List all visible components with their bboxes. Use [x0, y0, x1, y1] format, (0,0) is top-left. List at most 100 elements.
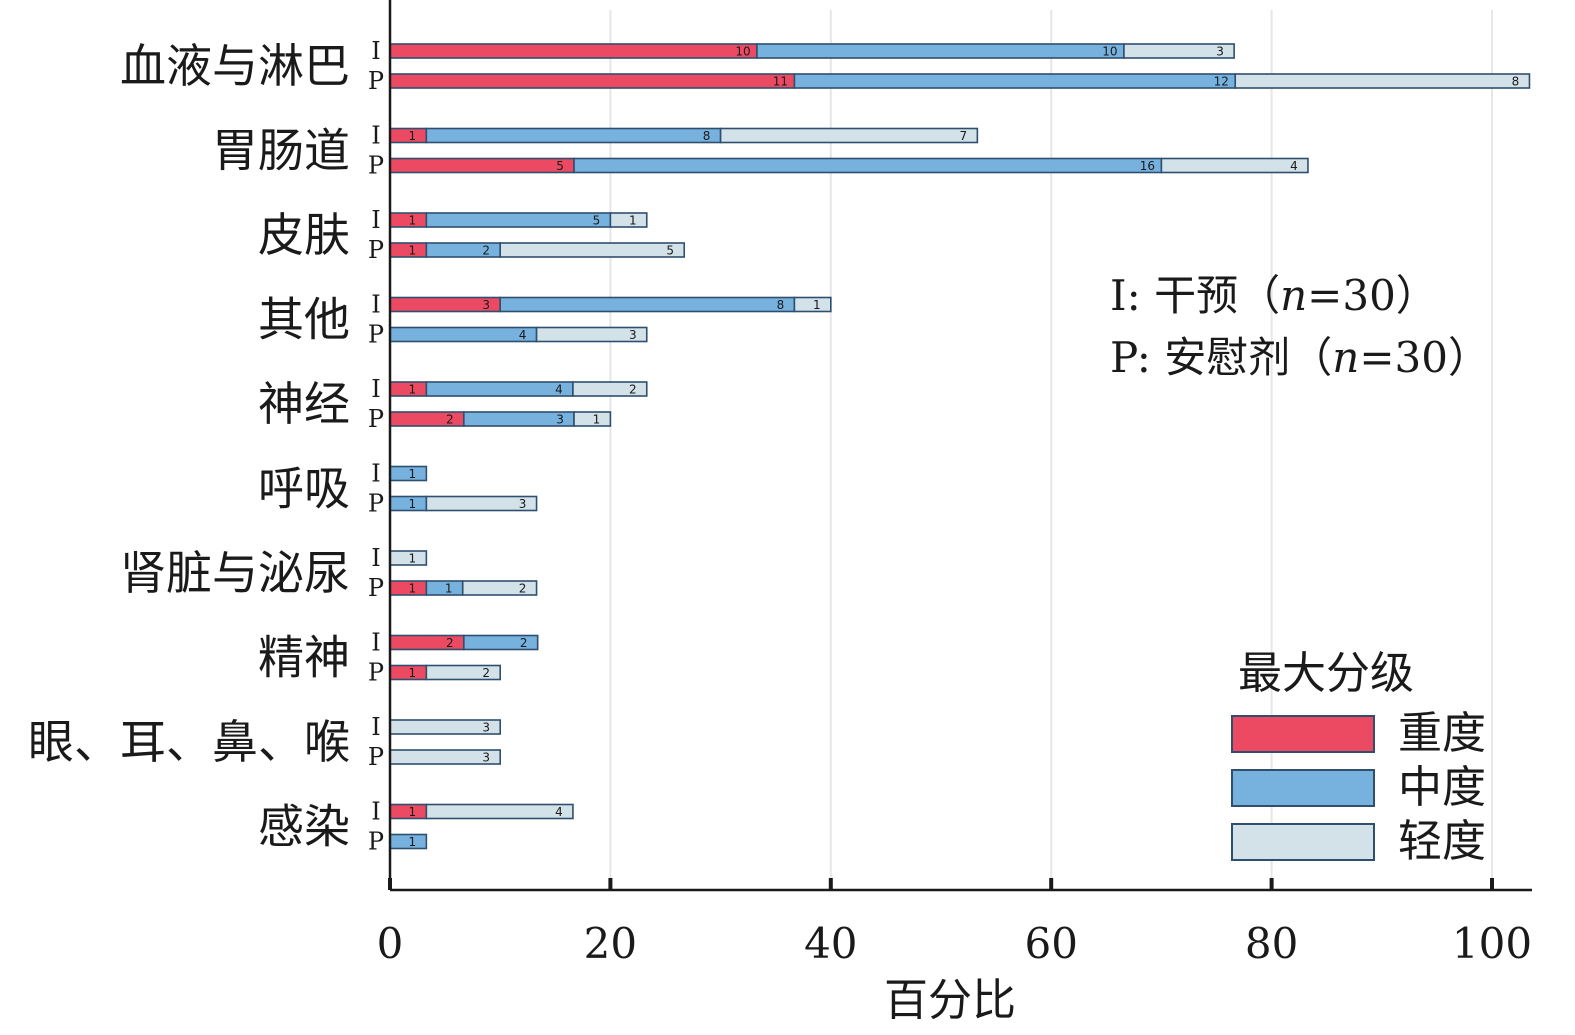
legend-label: 重度 — [1398, 708, 1486, 759]
bar-segment-中度 — [756, 43, 1125, 59]
bar-segment-中度 — [573, 157, 1163, 174]
segment-count-label: 2 — [482, 244, 490, 258]
group-label-I: I — [371, 798, 380, 826]
bar-segment-重度 — [389, 43, 758, 59]
segment-count-label: 3 — [629, 328, 637, 342]
segment-count-label: 1 — [409, 497, 417, 511]
bar-segment-轻度 — [425, 495, 538, 512]
group-label-I: I — [371, 713, 380, 741]
group-label-P: P — [368, 743, 384, 771]
segment-count-label: 3 — [556, 413, 564, 427]
segment-count-label: 4 — [519, 328, 527, 342]
group-label-I: I — [371, 460, 380, 488]
segment-count-label: 11 — [773, 75, 788, 89]
segment-count-label: 1 — [593, 413, 601, 427]
segment-count-label: 2 — [519, 582, 527, 596]
bar-segment-中度 — [425, 127, 722, 144]
segment-count-label: 3 — [519, 497, 527, 511]
bar-segment-轻度 — [1123, 43, 1235, 59]
segment-count-label: 4 — [555, 805, 563, 819]
group-label-P: P — [368, 236, 384, 264]
x-tick-label: 0 — [377, 919, 404, 968]
bar-segment-中度 — [389, 326, 538, 343]
segment-count-label: 1 — [409, 214, 417, 228]
legend-title: 最大分级 — [1238, 648, 1414, 699]
group-label-P: P — [368, 321, 384, 349]
group-label-I: I — [371, 206, 380, 234]
segment-count-label: 1 — [409, 835, 417, 849]
segment-count-label: 3 — [482, 298, 490, 312]
segment-count-label: 1 — [409, 805, 417, 819]
segment-count-label: 10 — [735, 45, 750, 59]
segment-count-label: 4 — [555, 383, 563, 397]
category-label: 血液与淋巴 — [120, 39, 350, 93]
segment-count-label: 3 — [482, 721, 490, 735]
group-label-I: I — [371, 544, 380, 572]
legend-label: 轻度 — [1398, 816, 1486, 867]
segment-count-label: 4 — [1290, 159, 1298, 173]
segment-count-label: 1 — [409, 244, 417, 258]
group-label-I: I — [371, 37, 380, 65]
bar-segment-中度 — [793, 73, 1237, 89]
legend-swatch-重度 — [1231, 715, 1375, 753]
category-label: 呼吸 — [258, 462, 350, 516]
segment-count-label: 1 — [409, 552, 417, 566]
segment-count-label: 8 — [777, 298, 785, 312]
bar-segment-轻度 — [609, 212, 648, 228]
bars: 10 10 311 12 81 8 75 16 41 5 11 2 53 8 14 31 4 22 3 111 311 1… — [389, 43, 1531, 850]
segment-count-label: 1 — [409, 383, 417, 397]
bar-segment-轻度 — [793, 296, 832, 313]
bar-segment-轻度 — [572, 381, 648, 397]
x-tick-label: 80 — [1245, 919, 1298, 968]
segment-count-label: 2 — [446, 636, 454, 650]
bar-segment-轻度 — [461, 580, 538, 596]
x-axis: 0 20 40 60 80 100 — [377, 0, 1532, 968]
segment-count-label: 1 — [409, 582, 417, 596]
segment-count-label: 1 — [409, 467, 417, 481]
category-label: 胃肠道 — [212, 124, 350, 178]
legend-label: 中度 — [1398, 762, 1486, 813]
segment-count-label: 5 — [593, 214, 601, 228]
category-label: 眼、耳、鼻、喉 — [28, 715, 350, 769]
segment-count-label: 1 — [813, 298, 821, 312]
segment-count-label: 5 — [666, 244, 674, 258]
x-tick-label: 40 — [804, 919, 857, 968]
bar-segment-轻度 — [535, 326, 648, 343]
x-tick-label: 100 — [1452, 919, 1532, 968]
x-tick-label: 60 — [1024, 919, 1077, 968]
category-label: 皮肤 — [258, 208, 350, 262]
group-label-P: P — [368, 152, 384, 180]
bar-segment-中度 — [463, 634, 539, 651]
segment-count-label: 2 — [629, 383, 637, 397]
segment-count-label: 10 — [1102, 45, 1117, 59]
segment-count-label: 1 — [409, 129, 417, 143]
category-label: 其他 — [258, 293, 350, 347]
bar-segment-重度 — [389, 157, 575, 174]
segment-count-label: 2 — [482, 666, 490, 680]
note-line-placebo: P: 安慰剂（n=30） — [1110, 333, 1490, 382]
segment-count-label: 8 — [703, 129, 711, 143]
sample-size-note: I: 干预（n=30） P: 安慰剂（n=30） — [1110, 271, 1490, 382]
segment-count-label: 3 — [1216, 45, 1224, 59]
group-label-I: I — [371, 629, 380, 657]
segment-count-label: 1 — [409, 666, 417, 680]
bar-segment-中度 — [425, 381, 574, 397]
group-label-P: P — [368, 574, 384, 602]
bar-segment-中度 — [425, 212, 612, 228]
bar-segment-重度 — [389, 73, 796, 89]
group-label-I: I — [371, 291, 380, 319]
bar-segment-轻度 — [573, 411, 612, 427]
bar-segment-中度 — [499, 296, 796, 313]
segment-count-label: 7 — [960, 129, 968, 143]
segment-count-label: 16 — [1140, 159, 1155, 173]
group-label-P: P — [368, 490, 384, 518]
category-label: 肾脏与泌尿 — [120, 546, 350, 600]
segment-count-label: 3 — [482, 751, 490, 765]
bar-segment-轻度 — [1234, 73, 1531, 89]
note-line-intervention: I: 干预（n=30） — [1110, 271, 1438, 320]
x-axis-title: 百分比 — [884, 975, 1016, 1026]
segment-count-label: 5 — [556, 159, 564, 173]
